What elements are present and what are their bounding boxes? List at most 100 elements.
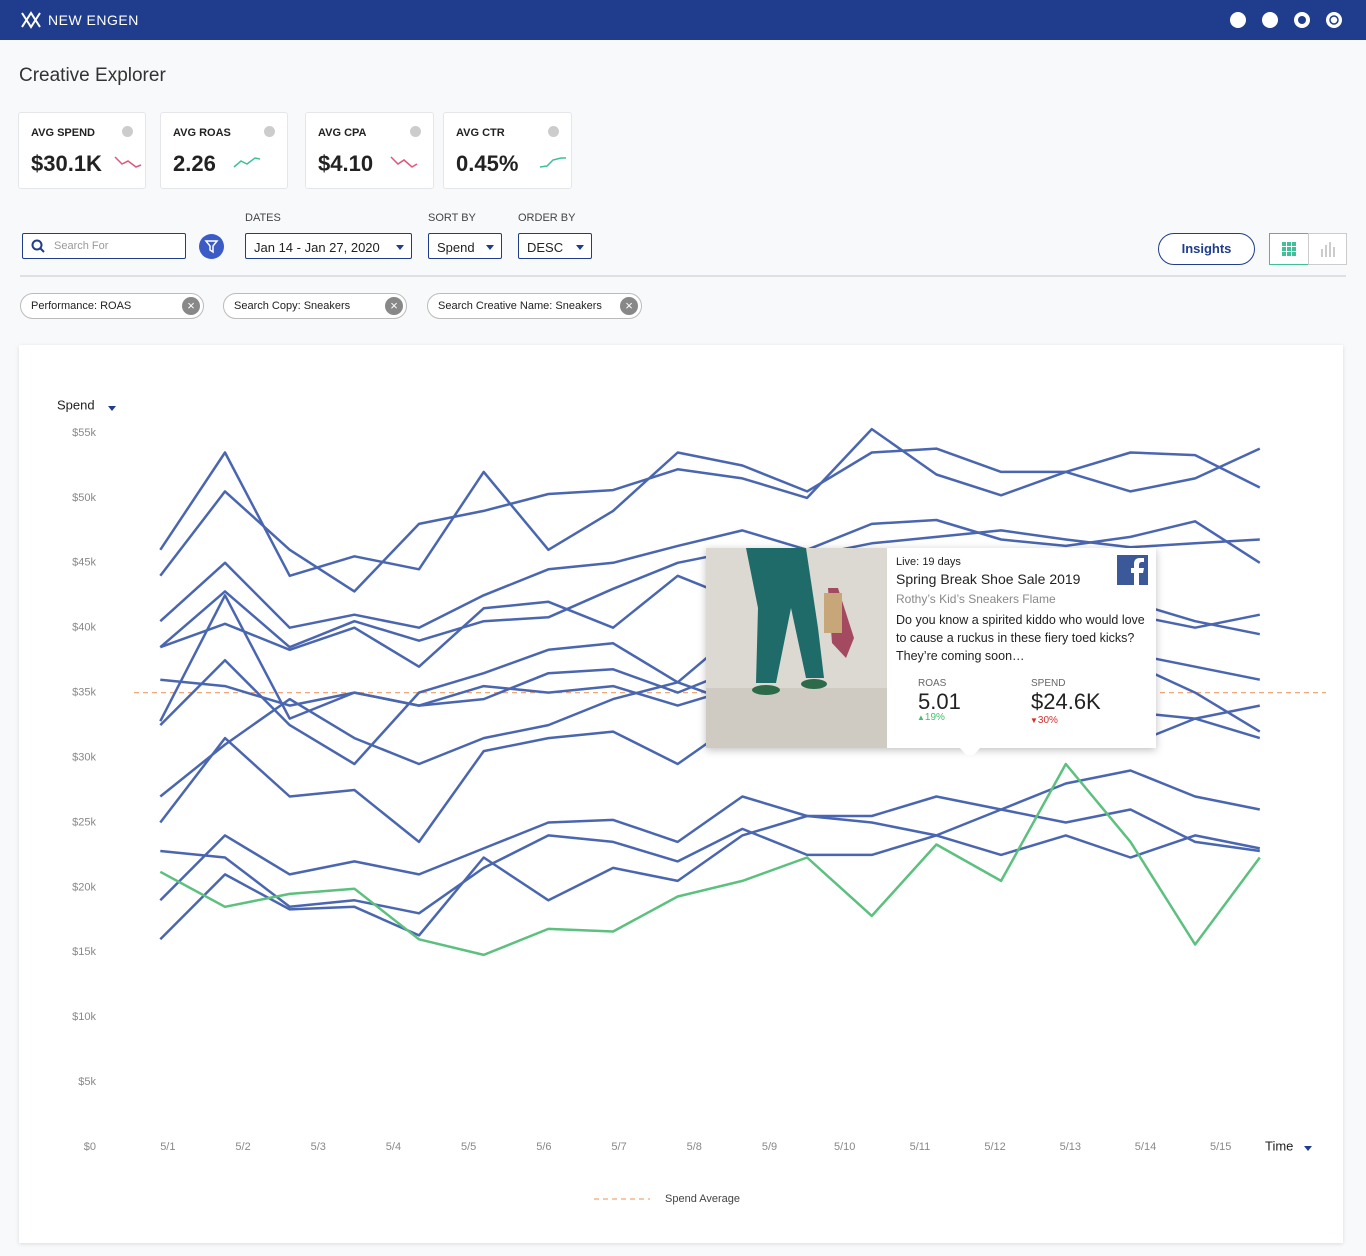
y-tick-label: $20k (72, 881, 96, 893)
y-tick-label: $10k (72, 1011, 96, 1023)
x-tick-label: 5/9 (762, 1141, 777, 1153)
x-tick-label: 5/11 (910, 1141, 931, 1153)
creative-title: Spring Break Shoe Sale 2019 (896, 571, 1081, 587)
live-value: 19 days (922, 556, 961, 568)
filter-chip[interactable]: Performance: ROAS × (20, 293, 204, 319)
filter-chip[interactable]: Search Copy: Sneakers × (223, 293, 407, 319)
kpi-card: AVG CPA $4.10 (305, 112, 434, 189)
filter-chip[interactable]: Search Creative Name: Sneakers × (427, 293, 642, 319)
dates-label: DATES (245, 212, 281, 224)
y-tick-label: $0 (84, 1141, 96, 1153)
metric-label: SPEND (1031, 678, 1066, 689)
chip-remove[interactable]: × (385, 297, 403, 315)
kpi-value: 2.26 (173, 151, 216, 176)
y-tick-label: $30k (72, 751, 96, 763)
creative-tooltip: Live: 19 days Spring Break Shoe Sale 201… (706, 548, 1156, 755)
x-tick-label: 5/15 (1210, 1141, 1231, 1153)
sparkline (114, 156, 142, 168)
x-tick-label: 5/14 (1135, 1141, 1156, 1153)
sparkline (390, 156, 418, 168)
sort-label: SORT BY (428, 212, 476, 224)
facebook-icon (1117, 555, 1148, 585)
kpi-card: AVG CTR 0.45% (443, 112, 572, 189)
view-toggle[interactable] (1269, 233, 1347, 265)
divider (20, 275, 1346, 277)
kpi-label: AVG ROAS (173, 127, 231, 139)
x-tick-label: 5/6 (536, 1141, 551, 1153)
dates-value: Jan 14 - Jan 27, 2020 (254, 240, 380, 255)
sparkline (539, 157, 566, 168)
y-tick-label: $35k (72, 687, 96, 699)
top-bar: NEW ENGEN (0, 0, 1366, 40)
y-tick-label: $55k (72, 427, 96, 439)
series-line (159, 427, 1261, 593)
x-tick-label: 5/13 (1060, 1141, 1081, 1153)
metric-label: ROAS (918, 678, 947, 689)
y-tick-label: $40k (72, 622, 96, 634)
kpi-card: AVG ROAS 2.26 (160, 112, 288, 189)
creative-body: Do you know a spirited kiddo who would l… (896, 613, 1145, 663)
logo (21, 11, 41, 29)
x-tick-label: 5/4 (386, 1141, 401, 1153)
y-tick-label: $50k (72, 492, 96, 504)
dates-dropdown[interactable]: Jan 14 - Jan 27, 2020 (245, 233, 412, 259)
kpi-label: AVG CPA (318, 127, 367, 139)
chip-remove[interactable]: × (620, 297, 638, 315)
x-tick-label: 5/12 (984, 1141, 1005, 1153)
y-axis-label[interactable]: Spend (57, 397, 95, 412)
help-icon[interactable] (410, 126, 421, 137)
live-label: Live: (896, 556, 920, 568)
x-tick-label: 5/8 (687, 1141, 702, 1153)
kpi-value: $30.1K (31, 151, 102, 176)
x-tick-label: 5/5 (461, 1141, 476, 1153)
search-box[interactable]: Search For (22, 233, 186, 259)
y-tick-label: $25k (72, 816, 96, 828)
order-value: DESC (527, 240, 564, 255)
brand: NEW ENGEN (48, 12, 139, 28)
y-tick-label: $5k (78, 1076, 96, 1088)
x-tick-label: 5/7 (611, 1141, 626, 1153)
kpi-value: 0.45% (456, 151, 519, 176)
series-line (160, 827, 1261, 915)
chart: Spend Time $0 $5k $10k $15k $20k $25k $30k $35k… (57, 397, 1326, 1205)
series-line (159, 808, 1260, 941)
x-axis-label[interactable]: Time (1265, 1138, 1293, 1153)
help-icon[interactable] (548, 126, 559, 137)
help-icon[interactable] (264, 126, 275, 137)
search-icon (31, 239, 45, 253)
order-label: ORDER BY (518, 212, 576, 224)
change-value: 30% (1037, 715, 1058, 726)
kpi-label: AVG CTR (456, 127, 505, 139)
filter-button[interactable] (199, 234, 224, 259)
chip-remove[interactable]: × (182, 297, 200, 315)
tooltip-pointer (959, 747, 981, 755)
x-tick-label: 5/10 (834, 1141, 855, 1153)
y-tick-label: $15k (72, 946, 96, 958)
insights-button[interactable]: Insights (1158, 233, 1255, 265)
metric-value: 5.01 (918, 689, 961, 714)
order-dropdown[interactable]: DESC (518, 233, 592, 259)
metric-change: ▲19% (917, 712, 945, 723)
creative-subtitle: Rothy’s Kid’s Sneakers Flame (896, 592, 1056, 606)
help-icon[interactable] (122, 126, 133, 137)
creative-image (706, 548, 887, 748)
page-title: Creative Explorer (19, 65, 166, 86)
x-tick-label: 5/2 (235, 1141, 250, 1153)
x-axis-caret[interactable] (1304, 1146, 1312, 1151)
legend-label: Spend Average (665, 1193, 740, 1205)
series-line (159, 769, 1261, 902)
sort-value: Spend (437, 240, 475, 255)
chip-label: Search Copy: Sneakers (234, 300, 351, 312)
sort-dropdown[interactable]: Spend (428, 233, 502, 259)
kpi-value: $4.10 (318, 151, 374, 176)
live-row: Live: 19 days (896, 556, 961, 568)
chart-card (19, 345, 1343, 1243)
kpi-label: AVG SPEND (31, 127, 95, 139)
x-tick-label: 5/1 (160, 1141, 175, 1153)
y-axis-caret[interactable] (108, 406, 116, 411)
kpi-card: AVG SPEND $30.1K (18, 112, 146, 189)
header-icons[interactable] (1228, 10, 1348, 30)
chip-label: Search Creative Name: Sneakers (438, 300, 602, 312)
x-tick-label: 5/3 (311, 1141, 326, 1153)
